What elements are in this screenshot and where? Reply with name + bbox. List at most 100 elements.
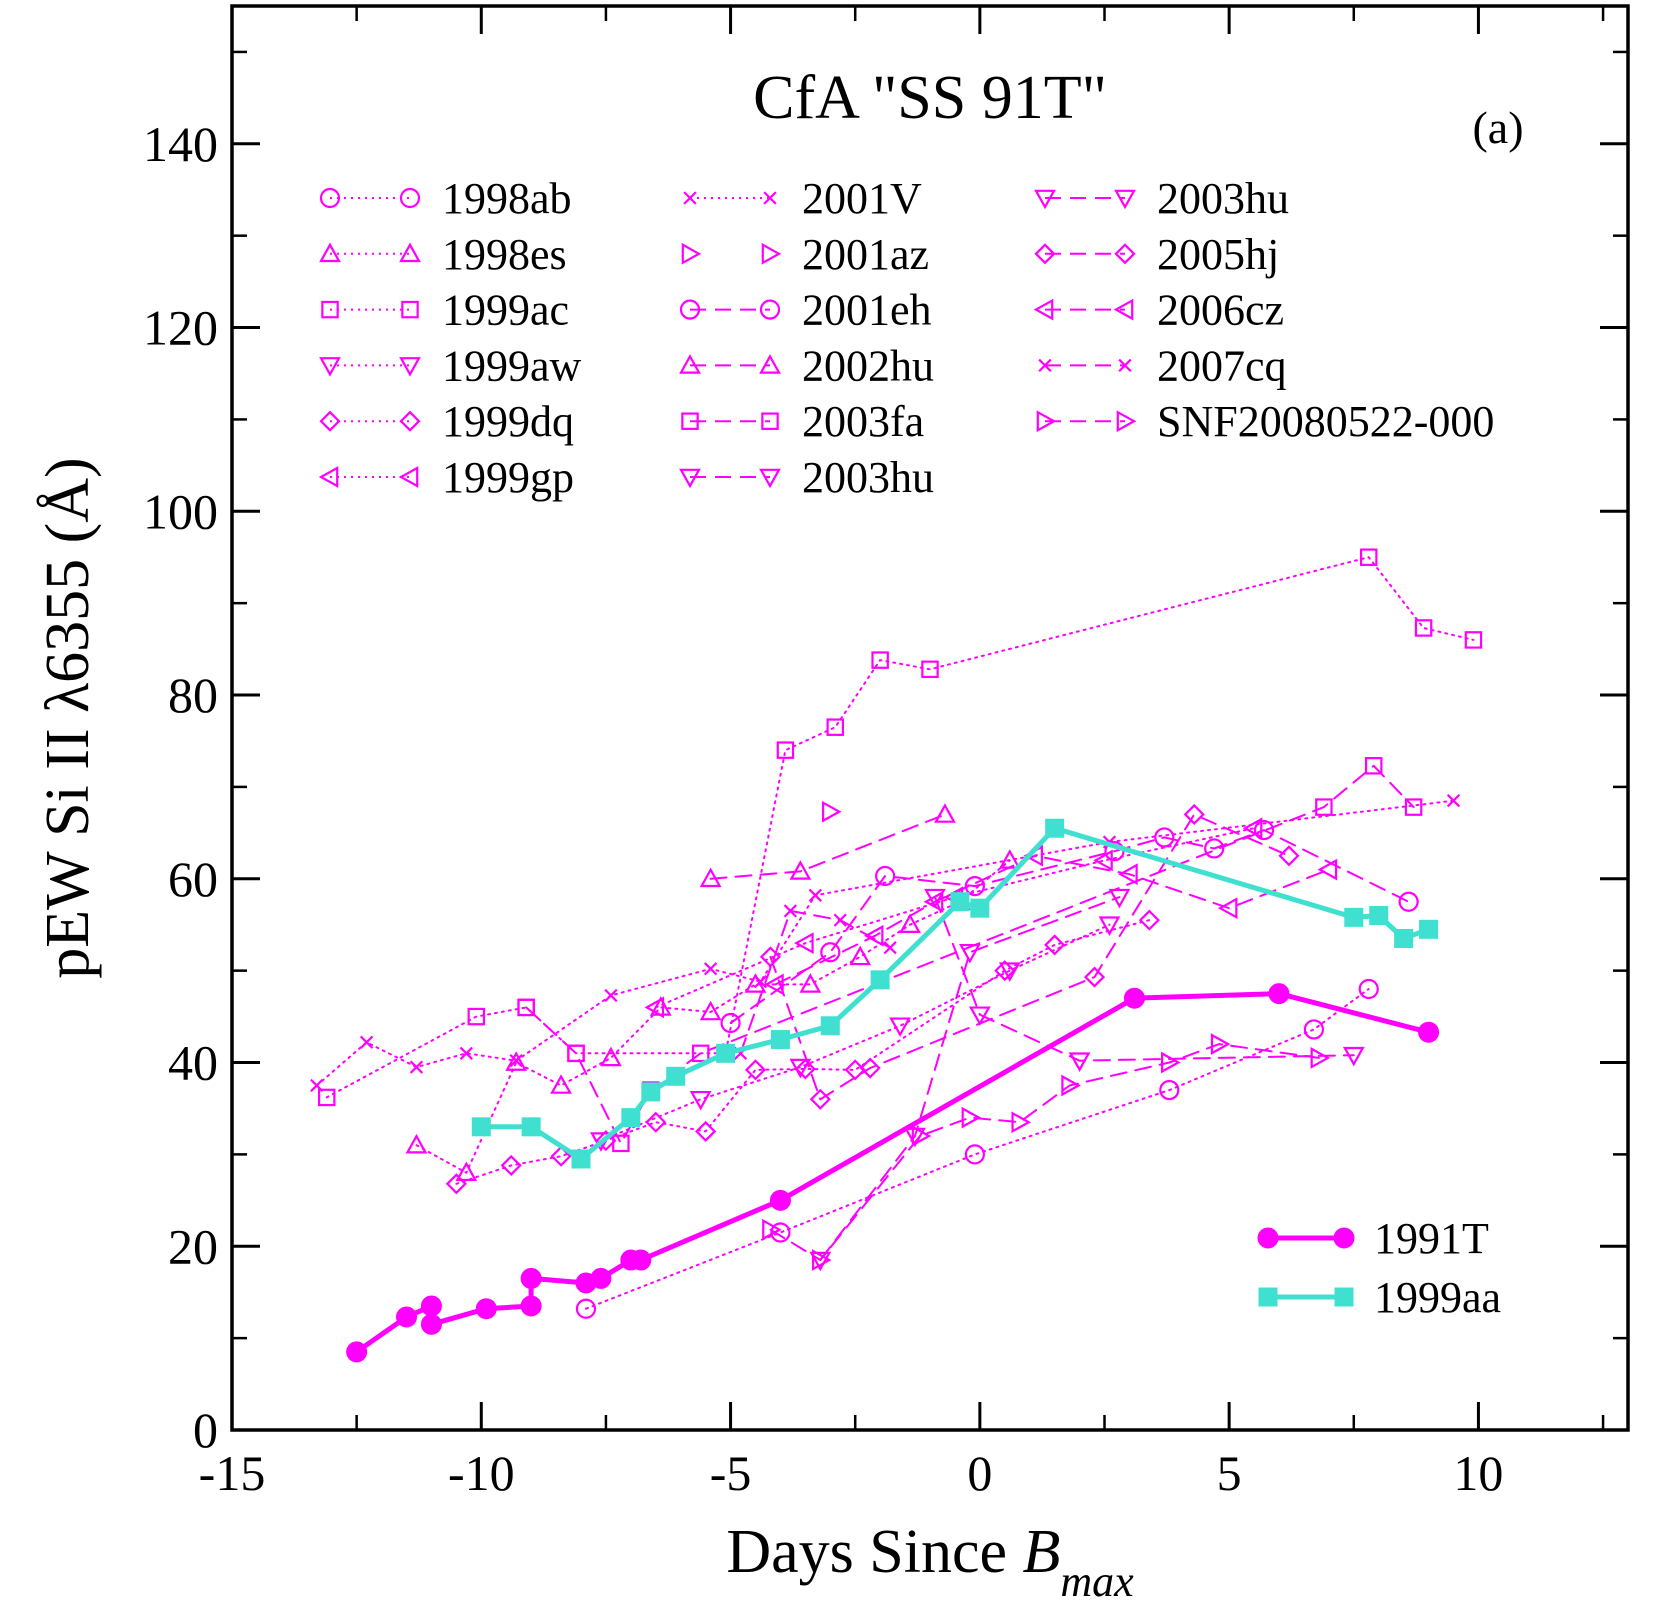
data-point-2006cz: [1317, 858, 1338, 881]
data-point-1999aa: [471, 1117, 491, 1137]
data-point-2002hu: [934, 803, 956, 823]
data-point-2005hj: [1183, 803, 1205, 826]
legend-marker: [1034, 243, 1056, 265]
y-tick-label: 100: [143, 483, 218, 539]
data-point-2006cz: [1217, 897, 1238, 920]
data-point-snf20080522-000: [1161, 1051, 1181, 1074]
legend-label: SNF20080522-000: [1157, 397, 1494, 446]
y-tick-label: 140: [143, 116, 218, 172]
data-point-2001eh: [1398, 891, 1419, 912]
legend-marker: [679, 354, 701, 374]
data-point-2001v: [409, 1060, 424, 1074]
legend-marker: [1333, 1227, 1355, 1249]
data-point-1999aa: [716, 1043, 736, 1063]
series-2005hj: [759, 803, 1300, 1110]
data-point-2001v: [753, 975, 768, 989]
data-point-1999aa: [571, 1149, 591, 1169]
data-point-1999aa: [1419, 919, 1439, 939]
legend-label: 2002hu: [802, 341, 934, 390]
legend-marker: [319, 242, 341, 263]
legend-marker: [1116, 410, 1137, 433]
legend-marker: [763, 191, 777, 205]
legend-label: 1999aa: [1374, 1273, 1501, 1322]
legend-marker: [759, 299, 781, 320]
legend-marker: [679, 299, 701, 320]
series-2003hu: [924, 888, 1365, 1072]
legend-marker: [1113, 298, 1134, 321]
series-line-2002hu: [709, 813, 946, 880]
data-point-snf20080522-000: [812, 1249, 832, 1271]
data-point-snf20080522-000: [961, 1106, 982, 1129]
series-2001az: [821, 800, 842, 823]
data-point-1998es: [799, 973, 822, 993]
data-point-1999ac: [1359, 548, 1378, 566]
data-point-snf20080522-000: [911, 1125, 932, 1147]
data-point-1999ac: [871, 651, 889, 669]
data-point-2003hu: [1342, 1046, 1365, 1067]
legend-marker: [759, 468, 781, 489]
y-axis-title: pEW Si II λ6355 (Å): [34, 457, 102, 978]
data-point-1991t: [420, 1313, 442, 1335]
legend-marker: [399, 242, 421, 263]
data-point-1999dq: [645, 1111, 667, 1133]
y-tick-label: 60: [168, 851, 218, 907]
data-point-1999aa: [770, 1030, 790, 1050]
data-point-1998es: [550, 1074, 572, 1094]
data-point-snf20080522-000: [1061, 1074, 1081, 1097]
data-point-1999aa: [521, 1117, 541, 1137]
legend-label: 1998ab: [442, 174, 572, 223]
legend-marker: [319, 410, 341, 432]
legend-label: 1999dq: [442, 397, 574, 446]
x-axis-title-sub: max: [1060, 1557, 1134, 1605]
y-tick-label: 120: [143, 300, 218, 356]
legend-label: 2001az: [802, 230, 929, 279]
data-point-1998es: [699, 1000, 722, 1021]
data-point-snf20080522-000: [1210, 1033, 1231, 1056]
legend-label: 2007cq: [1157, 341, 1287, 390]
legend-label: 1999aw: [442, 341, 582, 390]
data-point-1999gp: [644, 996, 665, 1019]
data-point-1999dq: [595, 1130, 617, 1152]
data-point-1998es: [899, 913, 921, 934]
series-line-1999ac: [325, 556, 1475, 1099]
series-line-1999aw: [599, 923, 1111, 1142]
data-point-2003hu: [1068, 1052, 1091, 1072]
data-point-1999aa: [1344, 907, 1364, 927]
legend-marker: [399, 187, 421, 209]
legend-marker: [1257, 1227, 1279, 1249]
series-2006cz: [764, 844, 1338, 996]
data-point-1998ab: [1159, 1079, 1180, 1101]
legend-marker: [1258, 1287, 1278, 1307]
legend-marker: [1114, 189, 1136, 210]
data-point-2003hu: [968, 1006, 991, 1027]
data-point-1998es: [600, 1046, 622, 1067]
legend-marker: [399, 410, 421, 432]
data-point-2001v: [509, 1054, 523, 1068]
legend-marker: [759, 354, 781, 374]
legend-marker: [761, 412, 779, 430]
data-point-1999dq: [695, 1120, 717, 1142]
data-point-2003fa: [1315, 798, 1333, 816]
x-tick-label: 0: [967, 1445, 992, 1501]
data-point-1999ac: [1414, 619, 1433, 637]
legend-label: 2003hu: [802, 453, 934, 502]
data-point-1999ac: [826, 718, 845, 736]
legend-marker: [398, 466, 419, 488]
data-point-2002hu: [789, 860, 812, 880]
data-point-1991t: [769, 1189, 791, 1211]
data-point-2003fa: [517, 998, 535, 1017]
data-point-1999aw: [1098, 916, 1121, 936]
data-point-1998ab: [575, 1298, 597, 1319]
data-point-2001eh: [1253, 819, 1275, 841]
data-point-2005hj: [809, 1088, 831, 1110]
data-point-2007cq: [883, 941, 897, 955]
legend-label: 1999gp: [442, 453, 574, 502]
series-line-2001eh: [729, 829, 1410, 1024]
legend-marker: [319, 187, 341, 209]
y-tick-label: 0: [193, 1402, 218, 1458]
series-1999gp: [644, 817, 1263, 1019]
data-point-2001v: [359, 1035, 374, 1049]
data-point-1999dq: [794, 1058, 816, 1080]
x-axis-title: Days Since Bmax: [726, 1518, 1134, 1605]
y-tick-label: 40: [168, 1035, 218, 1091]
